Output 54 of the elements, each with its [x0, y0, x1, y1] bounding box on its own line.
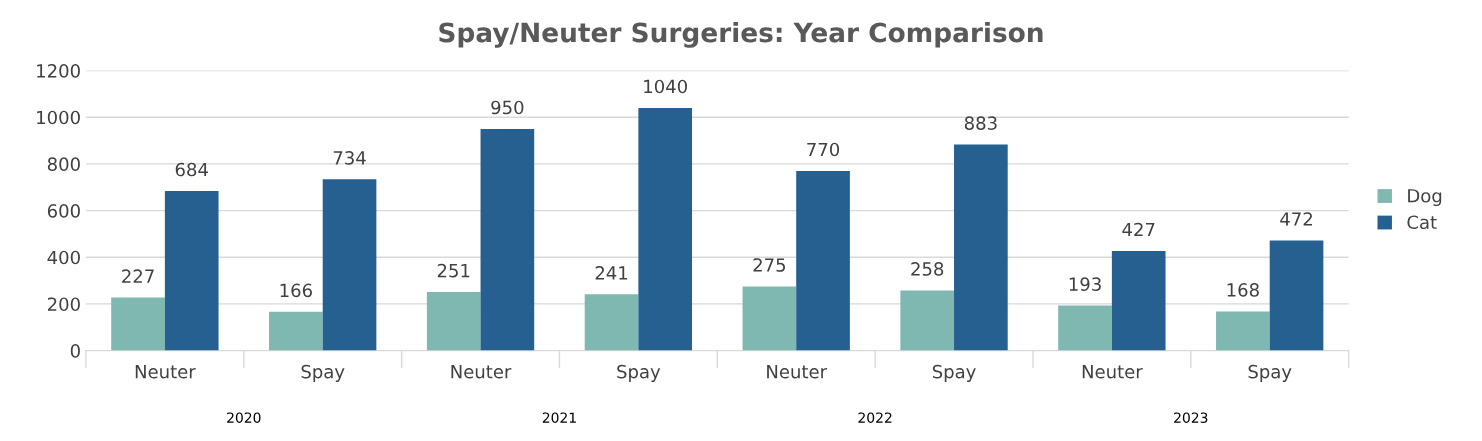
data-label: 258 — [911, 262, 944, 276]
data-label: 227 — [122, 269, 154, 283]
x-tick-label: Spay — [1248, 364, 1292, 382]
data-label: 251 — [437, 263, 470, 278]
text: 2020 — [227, 412, 261, 423]
bar — [1111, 250, 1166, 351]
y-tick-label: 800 — [47, 157, 80, 172]
bar — [742, 286, 797, 351]
data-label: 684 — [175, 162, 208, 177]
y-tick-label: 200 — [47, 297, 80, 312]
legend-label: Dog — [1408, 189, 1442, 207]
data-label: 472 — [1280, 212, 1312, 226]
bar — [1058, 305, 1112, 351]
data-label: 1040 — [644, 79, 687, 94]
y-tick-label: 400 — [47, 250, 80, 265]
bar — [269, 311, 323, 351]
chart-title: Spay/Neuter Surgeries: Year Comparison — [439, 22, 1043, 48]
bar — [954, 144, 1008, 351]
bar — [1269, 240, 1324, 351]
data-label: 241 — [595, 266, 628, 280]
y-tick-label: 1000 — [37, 110, 80, 125]
y-tick-label: 600 — [47, 204, 80, 218]
bar — [164, 190, 219, 351]
x-tick-label: Spay — [617, 364, 661, 382]
data-label: 193 — [1069, 277, 1101, 291]
bar — [900, 290, 955, 351]
x-tick-label: Neuter — [767, 365, 828, 379]
x-tick-label: Neuter — [1082, 365, 1143, 379]
bar — [322, 179, 377, 351]
y-tick-label: 0 — [70, 344, 80, 358]
x-tick-label: Spay — [932, 364, 976, 382]
legend-label: Cat — [1407, 215, 1437, 230]
text: 2022 — [858, 412, 892, 423]
bar — [638, 107, 693, 351]
bar — [480, 128, 535, 351]
bar — [1216, 311, 1270, 351]
bar — [584, 294, 639, 351]
text: 2023 — [1174, 412, 1208, 423]
data-label: 275 — [753, 258, 786, 272]
x-tick-label: Neuter — [135, 365, 196, 379]
data-label: 427 — [1122, 222, 1155, 237]
data-label: 770 — [807, 142, 840, 157]
text: 2021 — [542, 412, 576, 423]
y-tick-label: 1200 — [37, 64, 80, 78]
data-label: 883 — [964, 116, 997, 130]
bar — [111, 297, 165, 351]
x-tick-label: Neuter — [451, 365, 512, 379]
data-label: 734 — [333, 151, 366, 165]
data-label: 168 — [1227, 283, 1259, 297]
x-tick-label: Spay — [301, 364, 345, 382]
bar — [796, 170, 850, 351]
data-label: 950 — [491, 100, 524, 115]
data-label: 166 — [280, 283, 312, 298]
bar — [426, 292, 481, 351]
